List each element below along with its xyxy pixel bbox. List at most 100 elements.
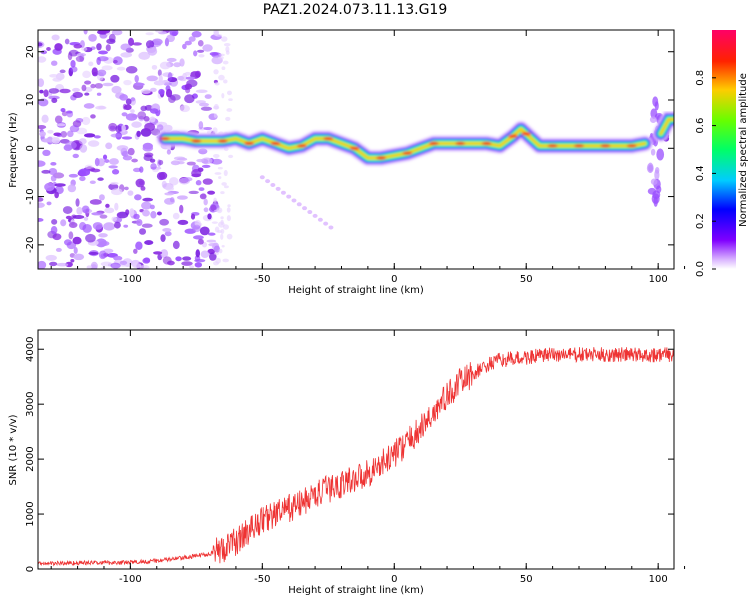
noise-speckle [102,82,114,87]
noise-speckle [51,60,58,66]
noise-speckle [111,216,118,222]
noise-speckle [328,225,334,230]
noise-speckle [212,127,218,134]
noise-speckle [156,124,164,131]
noise-speckle [90,83,96,89]
noise-speckle [65,141,77,150]
noise-speckle [137,111,147,120]
noise-speckle [133,167,142,173]
ridge-peak [455,141,466,146]
noise-speckle [213,252,220,256]
noise-speckle [176,195,188,200]
noise-speckle [135,178,145,188]
noise-speckle [203,126,213,131]
noise-speckle [111,169,120,175]
noise-speckle [78,168,91,177]
noise-speckle [129,208,135,217]
noise-speckle [54,191,59,199]
noise-speckle [227,204,231,208]
noise-speckle [108,122,118,132]
noise-speckle [653,196,658,207]
noise-speckle [213,197,217,203]
noise-speckle [143,257,151,263]
noise-speckle [654,101,659,111]
noise-speckle [127,147,135,156]
snr-series-line [38,347,674,567]
noise-speckle [89,199,102,205]
noise-speckle [226,90,232,96]
noise-speckle [221,245,225,248]
y-tick-label: -20 [25,237,36,253]
noise-speckle [83,30,88,35]
noise-speckle [196,49,205,53]
noise-speckle [51,34,60,41]
noise-speckle [192,235,204,240]
noise-speckle [98,50,108,55]
noise-speckle [38,260,47,269]
noise-speckle [220,216,224,220]
noise-speckle [192,224,201,233]
ridge-peak [521,132,532,136]
ridge-peak [402,151,413,155]
noise-speckle [150,128,161,136]
noise-speckle [167,72,173,81]
noise-speckle [81,116,91,126]
noise-speckle [116,211,129,219]
noise-speckle [202,44,213,52]
noise-speckle [89,180,96,185]
noise-speckle [214,172,222,175]
noise-speckle [40,50,48,55]
noise-speckle [65,215,72,220]
noise-speckle [296,202,302,207]
noise-speckle [38,202,45,208]
noise-speckle [99,214,108,219]
noise-speckle [90,261,98,269]
noise-speckle [193,50,198,57]
noise-speckle [38,160,46,167]
noise-speckle [150,211,157,219]
noise-speckle [51,97,58,104]
snr-frame [37,329,675,570]
noise-speckle [116,66,126,71]
noise-speckle [97,69,107,77]
x-tick-label: -50 [254,274,270,285]
noise-speckle [146,75,159,82]
noise-speckle [215,257,221,264]
noise-speckle [134,82,145,87]
noise-speckle [110,74,120,83]
noise-speckle [84,92,90,96]
noise-speckle [307,210,313,215]
spectrogram-xlabel: Height of straight line (km) [288,285,424,296]
noise-speckle [60,108,66,113]
noise-speckle [46,201,52,206]
noise-speckle [131,121,142,128]
noise-speckle [81,84,87,92]
noise-speckle [173,62,182,68]
ridge-band [659,117,674,136]
noise-speckle [197,238,204,245]
noise-speckle [70,59,76,68]
noise-speckle [98,250,107,260]
x-tick-label: 0 [391,574,397,585]
noise-speckle [144,240,154,245]
noise-speckle [79,176,86,182]
noise-speckle [207,213,212,220]
noise-speckle [44,182,55,192]
noise-speckle [92,222,103,230]
noise-speckle [38,78,45,88]
noise-speckle [216,230,223,234]
noise-speckle [153,251,163,255]
noise-speckle [42,149,51,156]
noise-speckle [198,187,205,192]
noise-speckle [158,88,165,95]
noise-speckle [48,95,60,100]
ridge-peak [626,144,637,148]
noise-speckle [220,233,224,240]
noise-speckle [105,44,111,52]
colorbar-gradient [712,30,736,269]
noise-speckle [164,197,175,205]
noise-speckle [153,80,165,86]
noise-speckle [125,98,132,105]
y-tick-label: -10 [25,188,36,204]
